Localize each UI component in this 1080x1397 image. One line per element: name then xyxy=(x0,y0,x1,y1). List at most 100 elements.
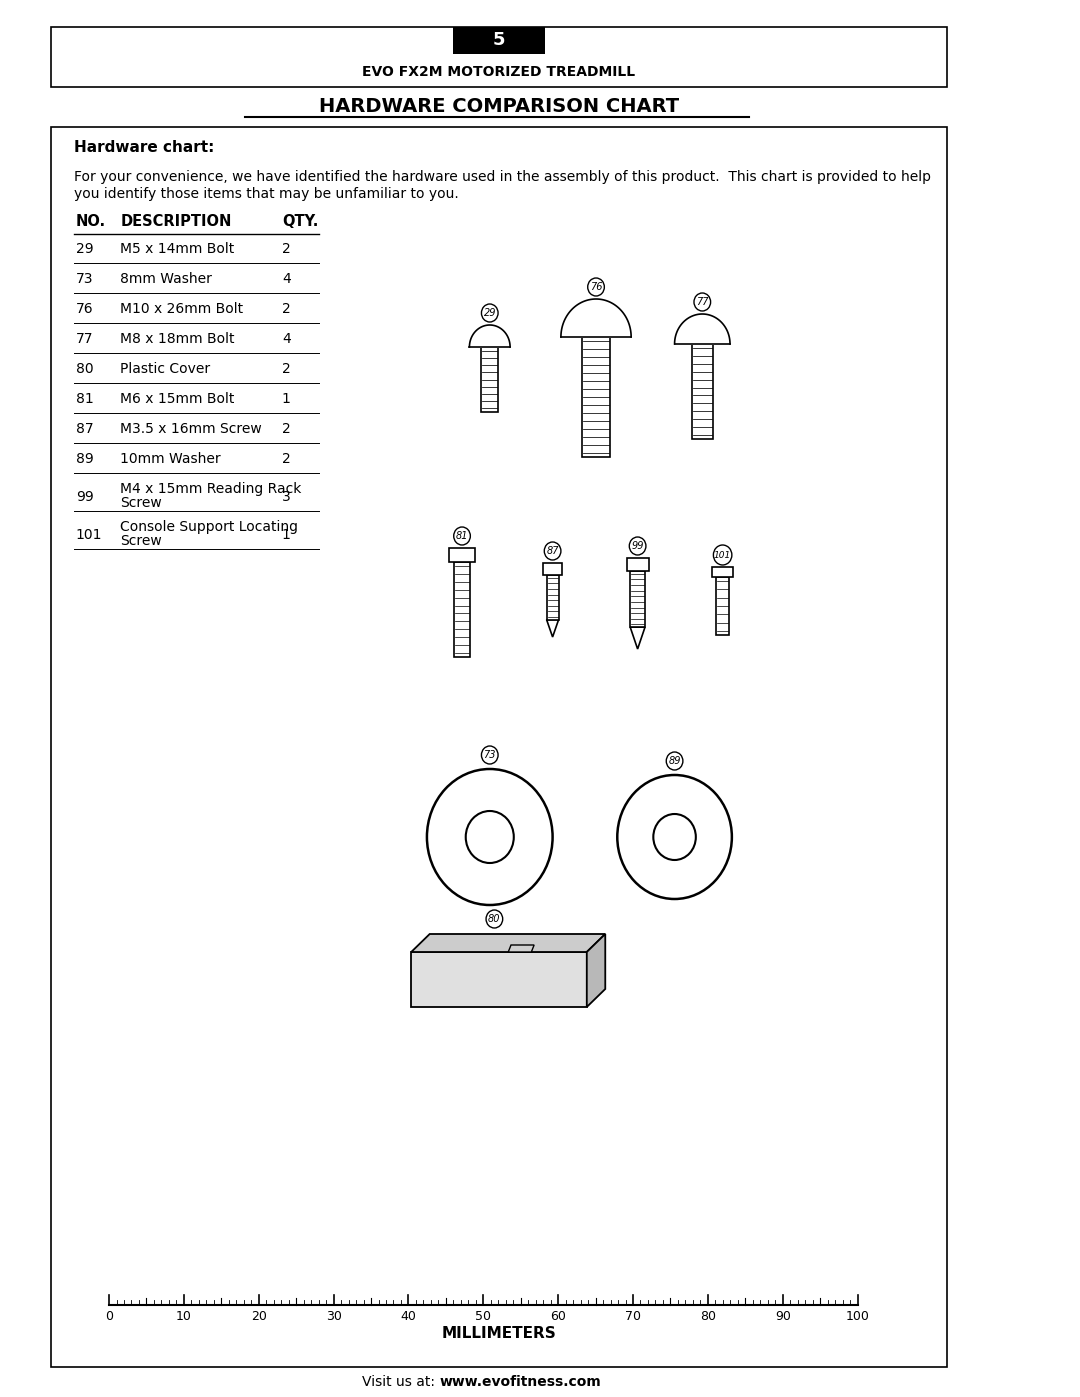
Text: 81: 81 xyxy=(76,393,94,407)
Text: 20: 20 xyxy=(251,1310,267,1323)
Bar xyxy=(713,567,733,577)
Bar xyxy=(582,337,610,457)
Text: Screw: Screw xyxy=(120,496,162,510)
Text: M3.5 x 16mm Screw: M3.5 x 16mm Screw xyxy=(120,422,261,436)
Text: 80: 80 xyxy=(76,362,93,376)
Text: 77: 77 xyxy=(696,298,708,307)
Text: 89: 89 xyxy=(76,453,94,467)
Polygon shape xyxy=(561,299,631,337)
Text: Visit us at:: Visit us at: xyxy=(362,1375,440,1389)
Text: 100: 100 xyxy=(846,1310,869,1323)
Polygon shape xyxy=(631,627,645,650)
Text: For your convenience, we have identified the hardware used in the assembly of th: For your convenience, we have identified… xyxy=(73,170,931,184)
Bar xyxy=(546,576,558,620)
Text: 2: 2 xyxy=(282,302,291,316)
Text: 5: 5 xyxy=(492,31,505,49)
Text: 0: 0 xyxy=(105,1310,113,1323)
Polygon shape xyxy=(675,314,730,344)
Circle shape xyxy=(714,545,732,564)
Text: M5 x 14mm Bolt: M5 x 14mm Bolt xyxy=(120,242,234,256)
Bar xyxy=(454,562,471,657)
Text: 2: 2 xyxy=(282,422,291,436)
Polygon shape xyxy=(411,935,605,951)
Text: 10mm Washer: 10mm Washer xyxy=(120,453,220,467)
Text: HARDWARE COMPARISON CHART: HARDWARE COMPARISON CHART xyxy=(319,98,679,116)
Bar xyxy=(626,557,649,571)
Text: 77: 77 xyxy=(76,332,93,346)
Text: 2: 2 xyxy=(282,362,291,376)
FancyBboxPatch shape xyxy=(51,27,947,87)
Bar xyxy=(631,571,645,627)
Text: 73: 73 xyxy=(484,750,496,760)
Text: Hardware chart:: Hardware chart: xyxy=(73,140,214,155)
Text: 1: 1 xyxy=(282,393,291,407)
Text: 99: 99 xyxy=(76,490,94,504)
Text: 87: 87 xyxy=(76,422,93,436)
Text: NO.: NO. xyxy=(76,215,106,229)
Text: 60: 60 xyxy=(550,1310,566,1323)
Text: 2: 2 xyxy=(282,242,291,256)
Text: 10: 10 xyxy=(176,1310,192,1323)
Text: 80: 80 xyxy=(700,1310,716,1323)
Circle shape xyxy=(427,768,553,905)
FancyBboxPatch shape xyxy=(453,27,545,54)
Bar xyxy=(543,563,562,576)
Text: 3: 3 xyxy=(282,490,291,504)
Bar xyxy=(482,346,498,412)
Text: MILLIMETERS: MILLIMETERS xyxy=(442,1327,556,1341)
Polygon shape xyxy=(509,944,535,951)
Text: M4 x 15mm Reading Rack: M4 x 15mm Reading Rack xyxy=(120,482,301,496)
Circle shape xyxy=(454,527,471,545)
Circle shape xyxy=(666,752,683,770)
Polygon shape xyxy=(586,935,605,1007)
Text: M10 x 26mm Bolt: M10 x 26mm Bolt xyxy=(120,302,243,316)
Text: DESCRIPTION: DESCRIPTION xyxy=(120,215,231,229)
Circle shape xyxy=(544,542,561,560)
Text: 4: 4 xyxy=(282,272,291,286)
Text: 90: 90 xyxy=(774,1310,791,1323)
Circle shape xyxy=(486,909,502,928)
Text: 81: 81 xyxy=(456,531,469,541)
Text: 87: 87 xyxy=(546,546,558,556)
Text: 80: 80 xyxy=(488,914,501,923)
Text: 101: 101 xyxy=(714,550,731,560)
Circle shape xyxy=(482,746,498,764)
Polygon shape xyxy=(411,951,586,1007)
Text: 4: 4 xyxy=(282,332,291,346)
Text: 101: 101 xyxy=(76,528,103,542)
Text: M8 x 18mm Bolt: M8 x 18mm Bolt xyxy=(120,332,234,346)
Bar xyxy=(716,577,729,636)
Text: QTY.: QTY. xyxy=(282,215,319,229)
Text: www.evofitness.com: www.evofitness.com xyxy=(440,1375,602,1389)
Circle shape xyxy=(588,278,605,296)
Text: 8mm Washer: 8mm Washer xyxy=(120,272,212,286)
Text: 40: 40 xyxy=(401,1310,417,1323)
Text: 29: 29 xyxy=(484,307,496,319)
Text: Plastic Cover: Plastic Cover xyxy=(120,362,211,376)
Bar xyxy=(449,548,475,562)
Circle shape xyxy=(482,305,498,321)
Circle shape xyxy=(630,536,646,555)
FancyBboxPatch shape xyxy=(51,127,947,1368)
Text: 30: 30 xyxy=(326,1310,341,1323)
Circle shape xyxy=(694,293,711,312)
Text: M6 x 15mm Bolt: M6 x 15mm Bolt xyxy=(120,393,234,407)
Text: 76: 76 xyxy=(590,282,603,292)
Circle shape xyxy=(653,814,696,861)
Text: 70: 70 xyxy=(625,1310,642,1323)
Circle shape xyxy=(618,775,732,900)
Polygon shape xyxy=(470,326,510,346)
Circle shape xyxy=(465,812,514,863)
Text: 29: 29 xyxy=(76,242,93,256)
Text: 89: 89 xyxy=(669,756,680,766)
Text: 2: 2 xyxy=(282,453,291,467)
Text: 76: 76 xyxy=(76,302,93,316)
Bar xyxy=(691,344,713,439)
Polygon shape xyxy=(546,620,558,637)
Text: 73: 73 xyxy=(76,272,93,286)
Text: 50: 50 xyxy=(475,1310,491,1323)
Text: you identify those items that may be unfamiliar to you.: you identify those items that may be unf… xyxy=(73,187,459,201)
Text: 1: 1 xyxy=(282,528,291,542)
Text: Console Support Locating: Console Support Locating xyxy=(120,520,298,534)
Text: 99: 99 xyxy=(632,541,644,550)
